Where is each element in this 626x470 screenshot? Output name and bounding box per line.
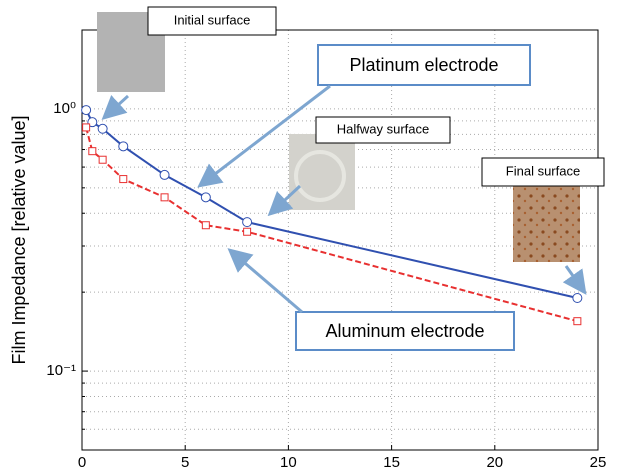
marker xyxy=(201,193,210,202)
marker xyxy=(161,194,168,201)
marker xyxy=(120,176,127,183)
x-tick-label: 20 xyxy=(486,454,503,470)
arrow xyxy=(232,252,302,312)
marker xyxy=(99,156,106,163)
surface-image xyxy=(513,186,580,262)
x-tick-label: 15 xyxy=(383,454,400,470)
marker xyxy=(82,106,91,115)
y-tick-label: 10⁻¹ xyxy=(46,362,76,379)
marker xyxy=(160,170,169,179)
x-tick-label: 5 xyxy=(181,454,189,470)
chart: 0 5 10 15 20 25 10⁻¹ 10⁰ Film Impedance [relati… xyxy=(0,0,626,470)
marker xyxy=(119,142,128,151)
marker xyxy=(573,294,582,303)
marker xyxy=(243,218,252,227)
callout: Aluminum electrode xyxy=(325,321,484,341)
x-tick-label: 25 xyxy=(590,454,607,470)
marker xyxy=(98,124,107,133)
y-tick-label: 10⁰ xyxy=(53,100,76,117)
marker xyxy=(244,228,251,235)
annotation: Initial surface xyxy=(174,12,251,27)
x-tick-label: 10 xyxy=(280,454,297,470)
marker xyxy=(83,124,90,131)
callout: Platinum electrode xyxy=(349,55,498,75)
marker xyxy=(89,148,96,155)
annotation: Final surface xyxy=(506,163,580,178)
y-axis-label: Film Impedance [relative value] xyxy=(9,115,29,364)
x-tick-label: 0 xyxy=(78,454,86,470)
marker xyxy=(574,318,581,325)
marker xyxy=(202,222,209,229)
annotation: Halfway surface xyxy=(337,121,429,136)
arrow xyxy=(106,96,128,116)
arrow xyxy=(566,266,583,290)
